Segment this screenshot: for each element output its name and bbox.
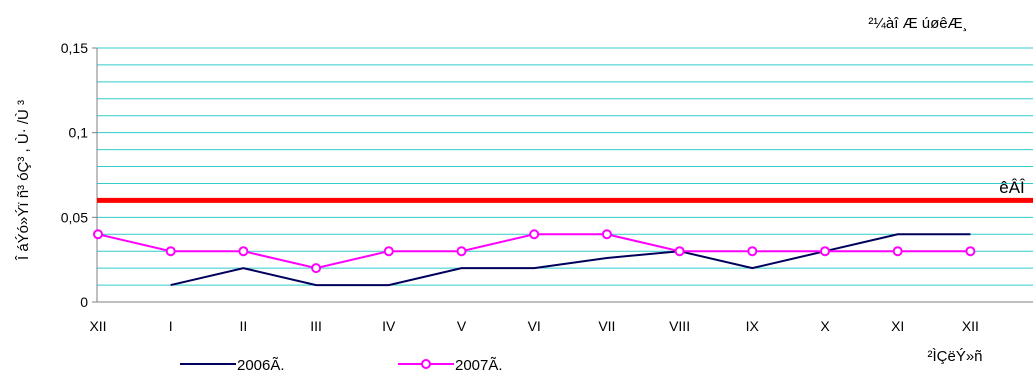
legend: 2006Ã. 2007Ã.	[180, 357, 503, 374]
x-tick-label: IX	[746, 318, 760, 334]
x-tick-label: V	[457, 318, 467, 334]
x-tick-label: VII	[598, 318, 615, 334]
x-tick-label: XI	[891, 318, 904, 334]
x-tick-label: II	[240, 318, 248, 334]
x-tick-label: VIII	[669, 318, 690, 334]
y-tick-label: 0,1	[69, 125, 89, 141]
legend-label-2007: 2007Ã.	[455, 357, 503, 374]
y-tick-labels: 0 0,05 0,1 0,15	[61, 40, 88, 310]
series-group	[93, 229, 976, 287]
data-point	[93, 229, 103, 240]
x-tick-label: IV	[382, 318, 396, 334]
x-tick-label: I	[169, 318, 173, 334]
chart-title: ²¼àî Æ úøêÆ¸	[868, 15, 967, 32]
x-tick-label: VI	[528, 318, 541, 334]
data-point	[311, 263, 322, 274]
data-point	[747, 246, 758, 257]
x-tick-label: III	[310, 318, 322, 334]
x-tick-label: XII	[962, 318, 979, 334]
data-point	[601, 229, 612, 240]
y-axis-label: Î áÝó»Ýï ñ³ óÇ³ , Ù· /Ù ³	[15, 100, 32, 261]
x-axis-label: ²ÌÇëÝ»ñ	[927, 348, 982, 365]
x-tick-label: XII	[89, 318, 106, 334]
legend-label-2006: 2006Ã.	[237, 357, 285, 374]
y-tick-label: 0,05	[61, 209, 88, 225]
axes	[92, 47, 1033, 303]
y-tick-label: 0,15	[61, 40, 88, 56]
grid-lines	[97, 47, 1033, 286]
data-point	[456, 246, 467, 257]
x-tick-label: X	[820, 318, 830, 334]
data-point	[965, 246, 976, 257]
data-point	[529, 229, 540, 240]
data-point	[238, 246, 249, 257]
reference-line-label: êÂÎ	[999, 178, 1026, 197]
data-point	[383, 246, 394, 257]
data-point	[892, 246, 903, 257]
data-point	[820, 246, 830, 257]
data-point	[165, 246, 176, 257]
data-point	[674, 246, 685, 257]
y-tick-label: 0	[80, 294, 88, 310]
legend-marker-2007	[421, 359, 431, 369]
x-tick-labels: XII I II III IV V VI VII VIII IX X XI XII	[89, 318, 979, 334]
series-line-2006Ã.	[170, 233, 971, 287]
